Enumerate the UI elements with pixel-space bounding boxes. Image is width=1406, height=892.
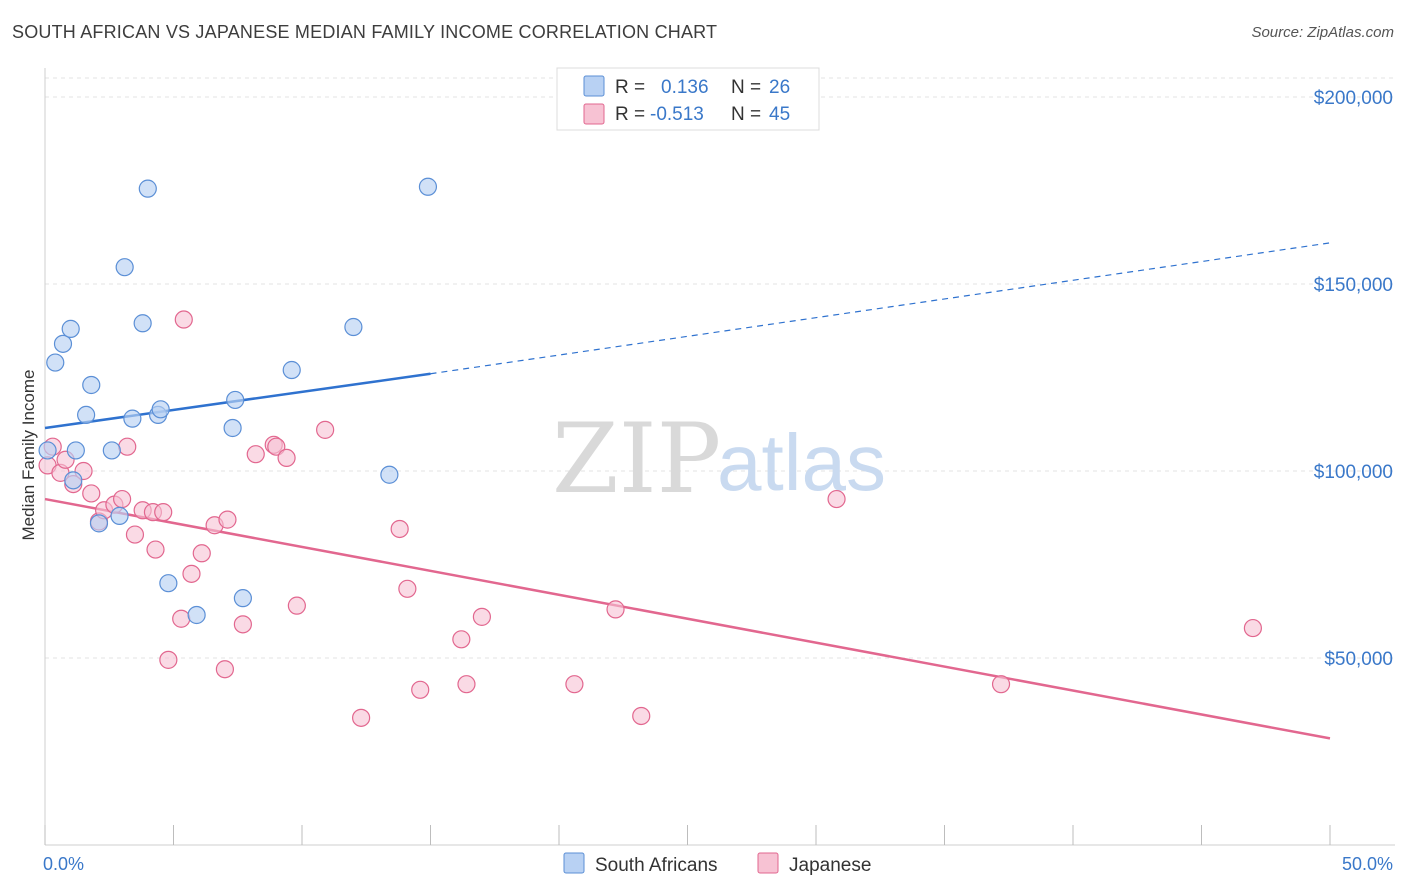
- japanese-point-38: [472, 607, 491, 626]
- south-africans-point-21: [233, 589, 252, 608]
- japanese-point-37: [457, 675, 476, 694]
- japanese-point-10: [112, 489, 132, 509]
- south-africans-point-16: [151, 400, 170, 419]
- japanese-point-18: [172, 609, 191, 628]
- legend-swatch-japanese: [583, 103, 605, 125]
- japanese-point-36: [452, 630, 471, 649]
- japanese-point-41: [632, 706, 651, 726]
- japanese-point-44: [1243, 618, 1263, 638]
- japanese-point-25: [233, 615, 252, 634]
- japanese-trend-line: [44, 497, 1331, 740]
- legend-n-label-2: N =: [731, 104, 761, 125]
- x-tick-label-min: 0.0%: [43, 854, 84, 874]
- south-africans-point-10: [110, 506, 129, 525]
- japanese-point-33: [390, 519, 409, 539]
- y-tick-label-3: $200,000: [1314, 88, 1393, 109]
- south-africans-point-13: [115, 258, 134, 277]
- legend-r-value-2: -0.513: [650, 104, 704, 125]
- japanese-point-23: [215, 660, 234, 679]
- bottom-legend-japanese: Japanese: [789, 855, 871, 876]
- japanese-point-26: [246, 445, 265, 464]
- bottom-legend-swatch-japanese: [757, 852, 779, 874]
- japanese-point-30: [287, 596, 306, 615]
- japanese-points: [38, 310, 1263, 727]
- japanese-point-11: [118, 437, 137, 456]
- japanese-point-20: [182, 564, 201, 583]
- japanese-point-15: [146, 540, 165, 559]
- y-tick-labels: $50,000 $100,000 $150,000 $200,000: [1314, 88, 1393, 670]
- south-africans-point-4: [66, 441, 85, 460]
- bottom-legend-swatch-south-africans: [563, 852, 585, 874]
- japanese-point-16: [154, 503, 173, 522]
- south-africans-point-7: [82, 375, 101, 395]
- watermark-atlas: atlas: [717, 418, 886, 507]
- japanese-point-31: [316, 420, 335, 439]
- japanese-point-35: [411, 680, 430, 699]
- y-tick-label-0: $50,000: [1324, 649, 1393, 670]
- south-africans-point-17: [159, 574, 178, 593]
- bottom-legend-south-africans: South Africans: [595, 855, 718, 876]
- japanese-point-34: [398, 579, 417, 598]
- south-africans-point-24: [380, 465, 399, 484]
- south-africans-point-19: [223, 418, 242, 438]
- south-africans-point-25: [418, 177, 438, 196]
- south-africans-point-20: [226, 390, 245, 410]
- axes: [44, 68, 1395, 846]
- legend: R = 0.136 N = 26 R = -0.513 N = 45: [556, 67, 820, 131]
- south-africans-point-1: [46, 353, 65, 372]
- japanese-point-40: [606, 600, 625, 619]
- south-africans-point-3: [61, 319, 80, 338]
- japanese-point-39: [565, 675, 584, 694]
- south-africans-point-14: [133, 314, 152, 333]
- south-africans-point-22: [282, 360, 301, 380]
- japanese-point-12: [125, 525, 145, 544]
- chart-source: Source: ZipAtlas.com: [1251, 24, 1394, 41]
- y-tick-label-2: $150,000: [1314, 275, 1393, 296]
- watermark-zip: ZIP: [552, 403, 721, 515]
- japanese-point-32: [352, 708, 371, 727]
- japanese-trend: [44, 497, 1331, 740]
- grid-lines: [45, 77, 1395, 659]
- legend-n-value-1: 26: [769, 77, 790, 98]
- south-africans-point-9: [89, 514, 109, 533]
- south-africans-point-11: [123, 409, 142, 428]
- japanese-point-24: [218, 510, 237, 529]
- legend-r-value-1: 0.136: [661, 77, 709, 98]
- legend-swatch-south-africans: [583, 75, 605, 97]
- legend-n-value-2: 45: [769, 104, 790, 125]
- south-africans-points: [38, 177, 438, 625]
- legend-n-label-1: N =: [731, 77, 761, 98]
- south-africans-trend-extension: [430, 242, 1331, 375]
- y-tick-label-1: $100,000: [1314, 462, 1393, 483]
- japanese-point-43: [991, 675, 1011, 694]
- south-africans-point-23: [344, 317, 363, 337]
- south-africans-point-5: [64, 471, 83, 490]
- chart-title: SOUTH AFRICAN VS JAPANESE MEDIAN FAMILY …: [12, 22, 718, 42]
- bottom-legend: South Africans Japanese: [563, 852, 871, 876]
- south-africans-point-6: [77, 405, 96, 424]
- japanese-point-29: [277, 448, 296, 468]
- legend-r-label-1: R =: [615, 77, 645, 98]
- south-africans-point-12: [138, 179, 157, 198]
- japanese-point-21: [192, 544, 211, 563]
- japanese-point-19: [174, 310, 193, 329]
- japanese-point-28: [267, 437, 286, 456]
- south-africans-point-2: [53, 334, 73, 353]
- south-africans-point-0: [38, 441, 57, 460]
- japanese-point-6: [82, 484, 101, 503]
- x-tick-label-max: 50.0%: [1342, 854, 1393, 874]
- legend-r-label-2: R =: [615, 104, 645, 125]
- south-africans-point-8: [102, 441, 121, 460]
- south-africans-point-18: [187, 605, 206, 625]
- japanese-point-17: [159, 650, 178, 669]
- y-axis-label: Median Family Income: [19, 369, 38, 540]
- japanese-point-42: [827, 489, 846, 509]
